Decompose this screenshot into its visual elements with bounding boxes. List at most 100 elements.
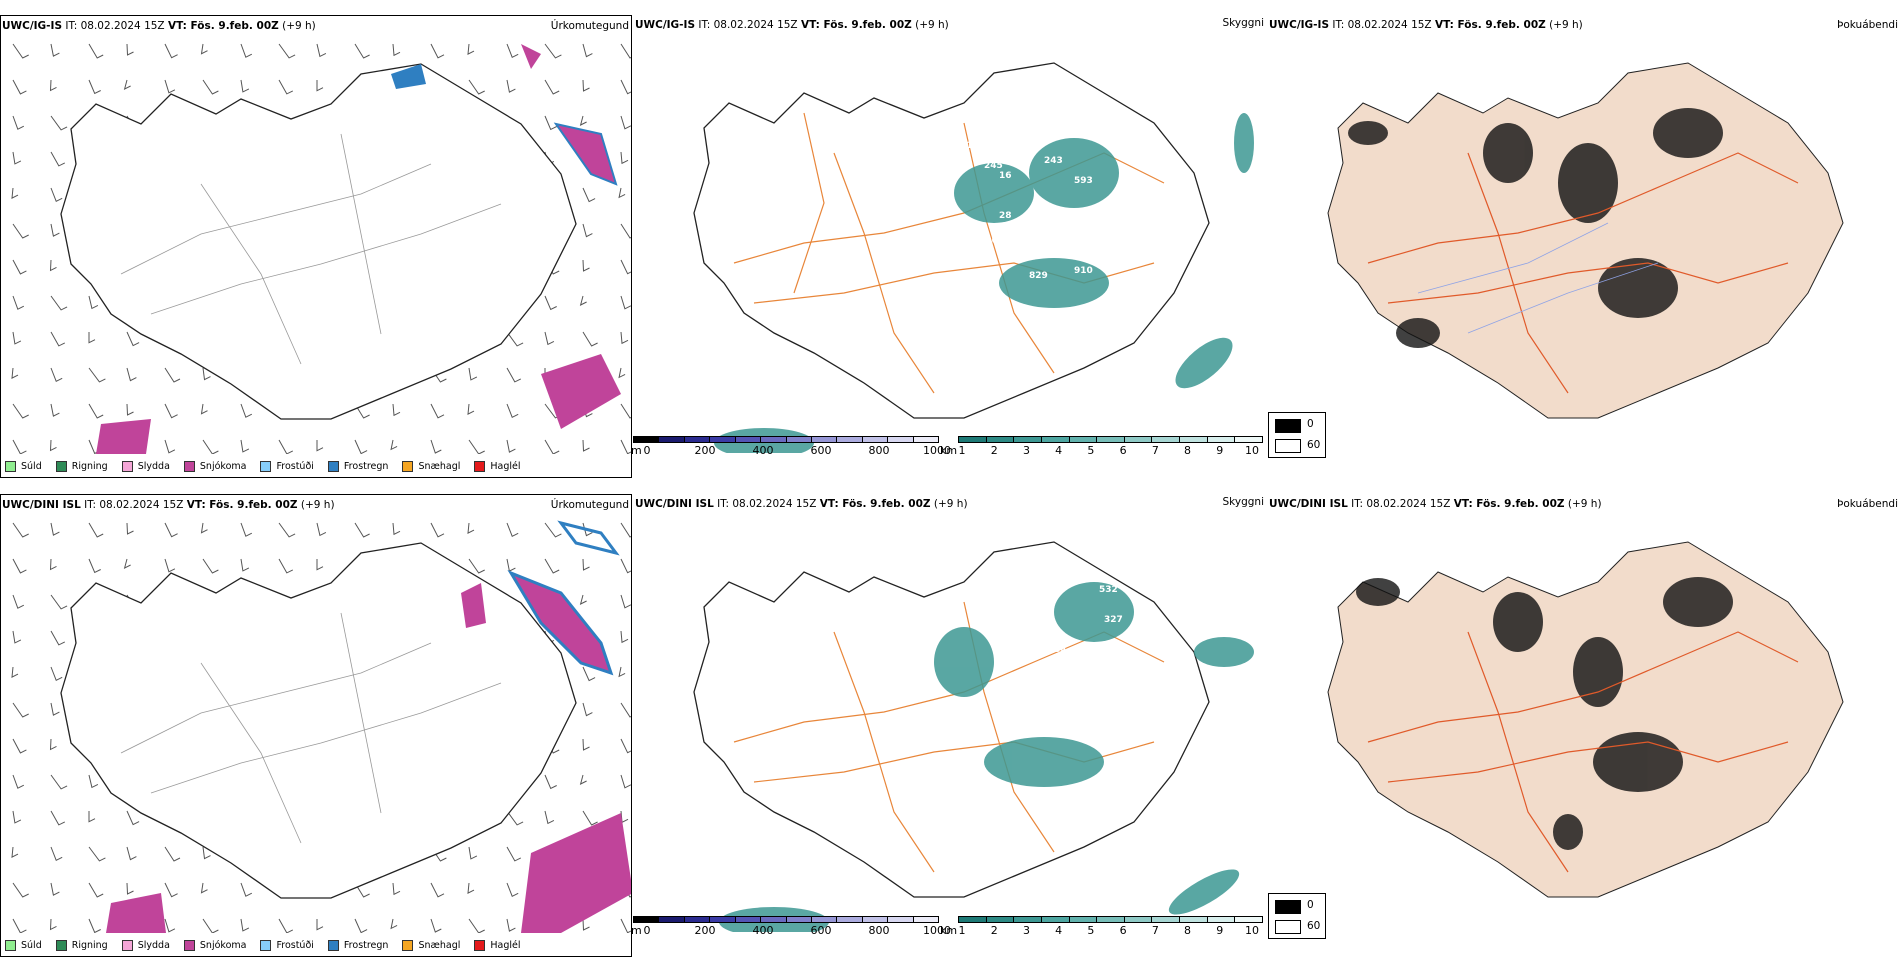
wind-barb xyxy=(12,558,27,574)
wind-barb xyxy=(50,702,60,716)
wind-barb xyxy=(202,558,219,574)
wind-barb xyxy=(544,439,560,454)
wind-barb xyxy=(12,295,25,310)
legend-item: Haglél xyxy=(474,461,521,472)
wind-barb xyxy=(50,187,63,202)
legend-swatch xyxy=(327,461,339,472)
wind-barb xyxy=(620,43,631,59)
wind-barb xyxy=(278,558,294,574)
wind-barb xyxy=(12,594,25,609)
panel-field-title: Skyggni xyxy=(1222,496,1265,508)
precip-map xyxy=(11,43,631,454)
wind-barb xyxy=(506,367,522,383)
wind-barb xyxy=(12,403,29,419)
colorbar-segment xyxy=(1180,437,1208,442)
legend-label: Súld xyxy=(21,461,42,472)
ceiling-value-label: 910 xyxy=(1074,266,1093,276)
colorbar-segment xyxy=(659,917,685,922)
colorbar-tick: 600 xyxy=(810,444,832,457)
panel-field-title: Úrkomutegund xyxy=(550,499,629,511)
legend-swatch xyxy=(5,940,16,951)
wind-barb xyxy=(620,79,631,95)
wind-barb xyxy=(50,223,60,237)
wind-barb xyxy=(49,738,57,751)
legend-item: Frostregn xyxy=(327,940,388,951)
ceiling-value-label: 16 xyxy=(999,171,1012,181)
wind-barb xyxy=(50,331,66,347)
wind-barb xyxy=(88,918,101,933)
ceiling-value-label: 28 xyxy=(999,211,1012,221)
wind-barb xyxy=(579,115,587,126)
wind-barb xyxy=(164,43,178,59)
wind-barb xyxy=(88,846,106,862)
wind-barb xyxy=(50,43,60,57)
wind-barb xyxy=(12,259,27,275)
visibility-colorbar-1: 1 2 3 4 5 6 7 8 9 10 km xyxy=(940,436,1263,457)
colorbar-segment xyxy=(1069,917,1098,922)
fog-legend-1: 0 60 xyxy=(1268,412,1326,458)
wind-barb xyxy=(50,774,68,790)
colorbar-tick: 4 xyxy=(1055,444,1063,457)
wind-barb xyxy=(579,295,587,306)
colorbar-tick: 1000 xyxy=(923,924,951,937)
wind-barb xyxy=(316,559,324,571)
wind-barb xyxy=(49,918,57,931)
wind-barb xyxy=(582,331,598,347)
wind-barb xyxy=(12,223,29,239)
wind-barb xyxy=(126,522,134,535)
colorbar-segment xyxy=(837,437,863,442)
wind-barb xyxy=(12,522,29,538)
wind-barb xyxy=(88,403,104,419)
colorbar-tick: 1 xyxy=(958,444,966,457)
colorbar-segment xyxy=(1152,437,1181,442)
legend-swatch xyxy=(183,940,195,951)
wind-barb xyxy=(430,43,445,59)
wind-barb xyxy=(430,403,445,419)
colorbar-tick: 2 xyxy=(990,444,998,457)
wind-barb xyxy=(392,522,401,536)
wind-barb xyxy=(164,918,176,933)
wind-barb xyxy=(164,367,181,383)
colorbar-segment xyxy=(1207,917,1236,922)
wind-barb xyxy=(582,702,593,717)
colorbar-segment xyxy=(1069,437,1098,442)
legend-label: Slydda xyxy=(137,461,170,472)
wind-barb xyxy=(506,918,516,932)
colorbar-segment xyxy=(1097,437,1125,442)
wind-barb xyxy=(12,331,22,345)
legend-item: Snæhagl xyxy=(402,461,460,472)
panel-field-title: Úrkomutegund xyxy=(550,20,629,32)
colorbar-tick: 1 xyxy=(958,924,966,937)
wind-barb xyxy=(430,439,442,454)
colorbar-tick: 0 xyxy=(643,444,651,457)
legend-label: Snjókoma xyxy=(199,461,247,472)
wind-barb xyxy=(316,522,327,537)
legend-swatch xyxy=(327,940,339,951)
wind-barb xyxy=(50,666,63,681)
visibility-colorbar-2: 1 2 3 4 5 6 7 8 9 10 km xyxy=(940,916,1263,937)
colorbar-segment xyxy=(837,917,863,922)
wind-barb xyxy=(579,594,587,605)
wind-barb xyxy=(164,558,176,573)
wind-barb xyxy=(240,882,253,897)
colorbar-segment xyxy=(888,917,914,922)
panel-header: UWC/IG-IS IT: 08.02.2024 15Z VT: Fös. 9.… xyxy=(635,19,949,31)
wind-barb xyxy=(50,367,63,382)
colorbar-segment xyxy=(1097,917,1125,922)
colorbar-segment xyxy=(1124,917,1153,922)
wind-barb xyxy=(392,43,401,57)
legend-swatch xyxy=(183,461,195,472)
legend-item: Rigning xyxy=(55,461,108,472)
wind-barb xyxy=(354,439,368,454)
wind-barb xyxy=(618,666,626,678)
wind-barb xyxy=(618,187,626,199)
legend-label: Haglél xyxy=(490,461,521,472)
wind-barb xyxy=(278,918,294,933)
wind-barb xyxy=(200,403,208,415)
wind-barb xyxy=(11,187,19,199)
legend-swatch xyxy=(402,461,414,472)
legend-item: Snjókoma xyxy=(183,940,246,951)
wind-barb xyxy=(467,522,475,534)
wind-barb xyxy=(164,522,178,538)
colorbar-tick: 6 xyxy=(1119,924,1127,937)
